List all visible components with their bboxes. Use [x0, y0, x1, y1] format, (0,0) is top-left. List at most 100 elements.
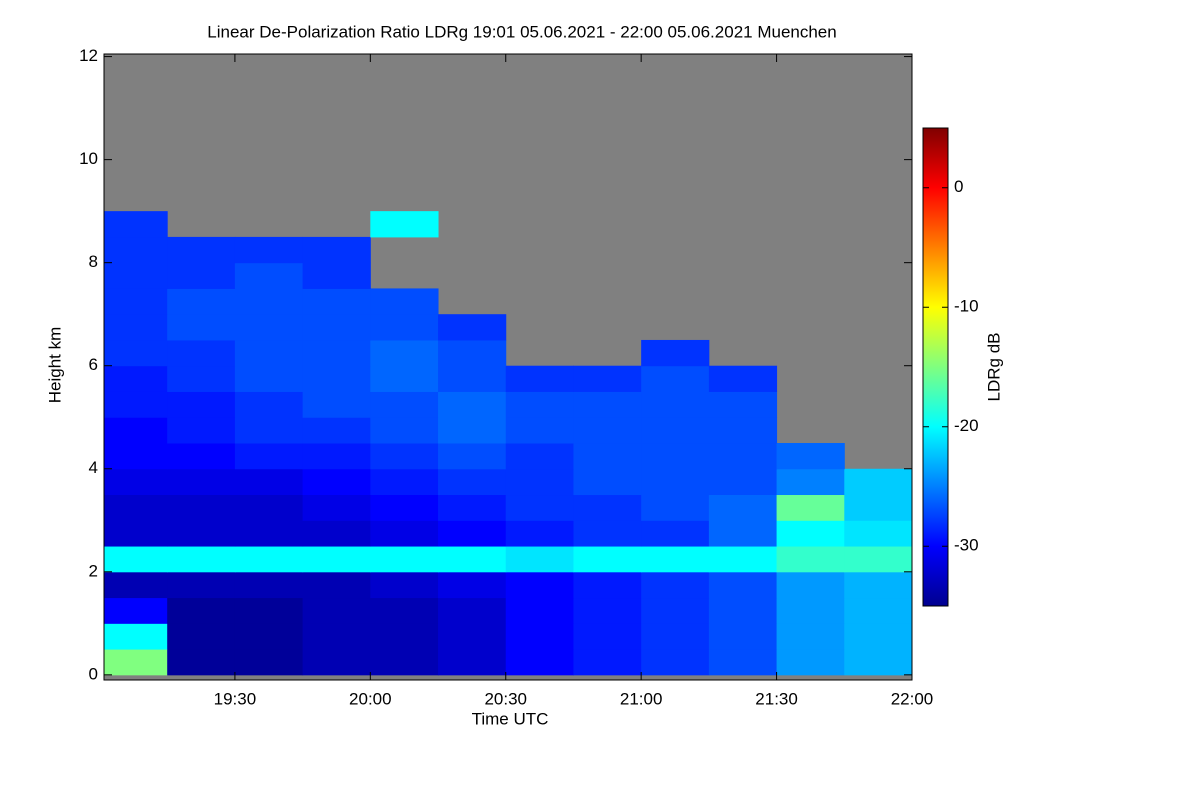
colorbar-label: LDRg dB	[984, 333, 1003, 402]
colorbar-tick-label: -20	[954, 416, 979, 435]
heatmap-cell	[104, 623, 168, 650]
heatmap-cell	[708, 365, 778, 392]
heatmap-cell	[234, 314, 304, 341]
x-tick-label: 21:00	[620, 689, 663, 708]
heatmap-cell	[104, 314, 168, 341]
heatmap-cell	[302, 314, 371, 341]
colorbar-tick-label: -30	[954, 536, 979, 555]
x-axis-label: Time UTC	[472, 709, 549, 728]
heatmap-cell	[505, 649, 574, 676]
heatmap-cell	[708, 520, 778, 547]
heatmap-cell	[167, 314, 236, 341]
heatmap-cell	[234, 288, 304, 315]
heatmap-cell	[370, 211, 439, 238]
heatmap-cell	[844, 649, 913, 676]
heatmap-cell	[641, 494, 710, 521]
heatmap-cell	[234, 520, 304, 547]
heatmap-cell	[641, 365, 710, 392]
heatmap-cell	[104, 520, 168, 547]
heatmap-cell	[438, 520, 507, 547]
heatmap-cell	[370, 649, 439, 676]
heatmap-cell	[104, 262, 168, 289]
heatmap-cell	[573, 468, 642, 496]
heatmap-cell	[302, 339, 371, 367]
heatmap-cell	[776, 649, 845, 676]
heatmap-cell	[370, 314, 439, 341]
heatmap-cell	[505, 468, 574, 496]
plot-frame	[103, 53, 913, 681]
heatmap-cell	[104, 365, 168, 392]
heatmap-cell	[844, 623, 913, 650]
colorbar-tick-label: 0	[954, 177, 963, 196]
y-tick-label: 10	[79, 149, 98, 168]
heatmap-cell	[641, 417, 710, 444]
heatmap-cell	[776, 597, 845, 624]
x-tick-label: 22:00	[891, 689, 934, 708]
heatmap-cell	[370, 494, 439, 521]
heatmap-cell	[438, 597, 507, 624]
y-axis-label: Height km	[45, 327, 64, 404]
heatmap-cell	[641, 391, 710, 418]
heatmap-cell	[104, 468, 168, 496]
x-tick-label: 21:30	[755, 689, 798, 708]
heatmap-cell	[167, 468, 236, 496]
heatmap-cell	[167, 546, 236, 573]
heatmap-cell	[167, 288, 236, 315]
heatmap-cell	[167, 649, 236, 676]
heatmap-cell	[505, 597, 574, 624]
heatmap-cell	[234, 442, 304, 470]
heatmap-cell	[234, 417, 304, 444]
heatmap-cell	[167, 623, 236, 650]
heatmap-cell	[844, 597, 913, 624]
heatmap-cell	[505, 520, 574, 547]
heatmap-cell	[370, 468, 439, 496]
heatmap-cell	[641, 546, 710, 573]
heatmap-cell	[505, 571, 574, 599]
heatmap-cell	[104, 339, 168, 367]
heatmap-cell	[641, 597, 710, 624]
heatmap-cell	[302, 649, 371, 676]
heatmap-cell	[708, 623, 778, 650]
heatmap-cell	[641, 571, 710, 599]
heatmap-cell	[104, 442, 168, 470]
heatmap-cell	[505, 623, 574, 650]
heatmap-cell	[167, 236, 236, 264]
heatmap-cell	[302, 365, 371, 392]
colorbar	[922, 127, 949, 607]
heatmap-cell	[844, 546, 913, 573]
heatmap-cell	[370, 391, 439, 418]
heatmap-cell	[641, 468, 710, 496]
heatmap-cell	[708, 468, 778, 496]
heatmap-cell	[573, 417, 642, 444]
y-tick-label: 4	[89, 458, 98, 477]
heatmap-cell	[104, 571, 168, 599]
heatmap-cell	[302, 288, 371, 315]
heatmap-cell	[505, 494, 574, 521]
heatmap-cell	[708, 597, 778, 624]
heatmap-cell	[438, 339, 507, 367]
heatmap-cell	[302, 236, 371, 264]
heatmap-cell	[438, 314, 507, 341]
heatmap-cell	[302, 546, 371, 573]
heatmap-cell	[438, 468, 507, 496]
y-tick-label: 12	[79, 46, 98, 65]
heatmap-cell	[641, 520, 710, 547]
heatmap-cell	[302, 262, 371, 289]
heatmap-cell	[505, 546, 574, 573]
heatmap-cell	[641, 442, 710, 470]
heatmap-cell	[167, 442, 236, 470]
heatmap-cell	[370, 520, 439, 547]
heatmap-cell	[167, 365, 236, 392]
heatmap-cell	[370, 623, 439, 650]
heatmap-cell	[438, 571, 507, 599]
heatmap-cell	[234, 339, 304, 367]
heatmap-cell	[776, 546, 845, 573]
heatmap-cell	[438, 649, 507, 676]
heatmap-cell	[505, 365, 574, 392]
heatmap-cell	[844, 468, 913, 496]
heatmap-cell	[302, 442, 371, 470]
heatmap-cell	[104, 494, 168, 521]
heatmap-cell	[370, 546, 439, 573]
heatmap-cell	[167, 597, 236, 624]
